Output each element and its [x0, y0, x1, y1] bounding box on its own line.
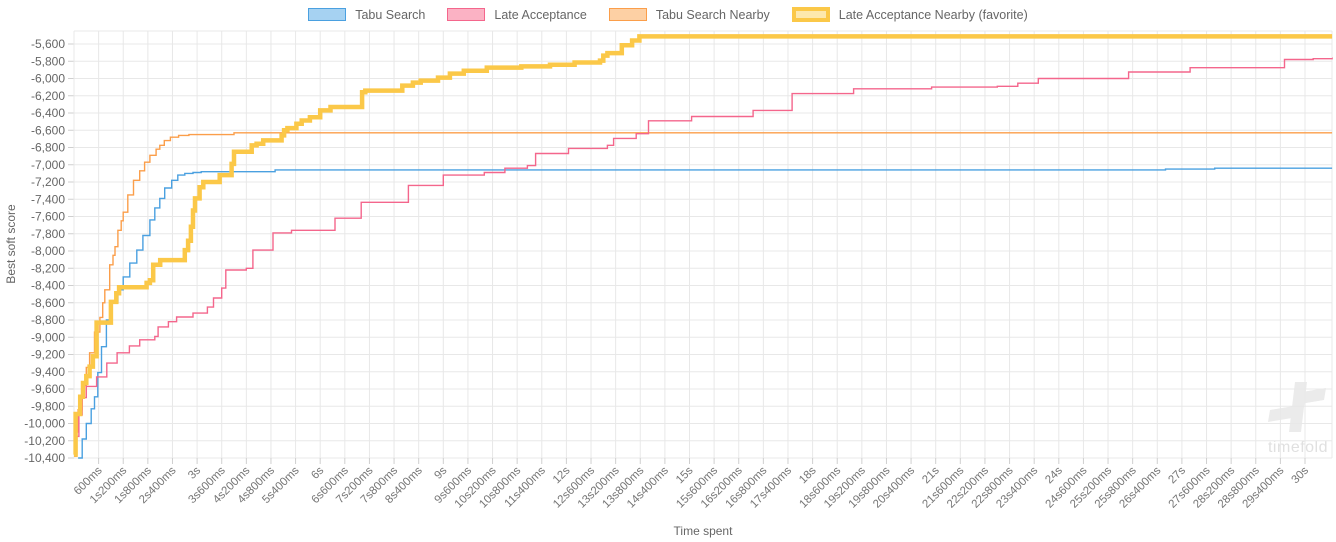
timefold-logo-icon — [1268, 382, 1326, 432]
y-tick-label: -5,800 — [31, 54, 65, 68]
legend-swatch-tabu-search-nearby — [608, 8, 647, 21]
x-axis-title: Time spent — [673, 524, 733, 538]
y-tick-label: -8,200 — [31, 261, 65, 275]
x-tick-label: 3s — [186, 464, 203, 481]
legend-item-late-acceptance-nearby-favorite[interactable]: Late Acceptance Nearby (favorite) — [791, 7, 1028, 22]
y-tick-label: -9,000 — [31, 330, 65, 344]
y-tick-label: -8,600 — [31, 296, 65, 310]
y-tick-label: -7,800 — [31, 227, 65, 241]
timefold-watermark: timefold — [1256, 382, 1336, 457]
legend-swatch-late-acceptance — [447, 8, 486, 21]
y-tick-label: -9,600 — [31, 382, 65, 396]
series-line-tabu-search — [78, 167, 1333, 459]
y-tick-label: -7,600 — [31, 210, 65, 224]
x-tick-label: 6s — [309, 464, 326, 481]
y-tick-label: -8,400 — [31, 279, 65, 293]
y-tick-label: -6,800 — [31, 141, 65, 155]
legend-label: Tabu Search — [355, 7, 426, 22]
legend-label: Late Acceptance Nearby (favorite) — [838, 7, 1028, 22]
x-tick-label: 9s — [432, 464, 449, 481]
legend-item-tabu-search-nearby[interactable]: Tabu Search Nearby — [608, 7, 770, 22]
y-tick-label: -6,000 — [31, 72, 65, 86]
chart-legend: Tabu Search Late Acceptance Tabu Search Ne… — [0, 7, 1336, 22]
y-tick-label: -9,800 — [31, 399, 65, 413]
legend-swatch-tabu-search — [308, 8, 347, 21]
y-tick-label: -7,000 — [31, 158, 65, 172]
legend-label: Tabu Search Nearby — [655, 7, 770, 22]
y-tick-label: -7,400 — [31, 192, 65, 206]
y-tick-label: -6,400 — [31, 106, 65, 120]
y-tick-label: -10,200 — [24, 434, 65, 448]
y-tick-label: -8,800 — [31, 313, 65, 327]
y-tick-label: -10,400 — [24, 451, 65, 465]
y-axis-title: Best soft score — [4, 204, 18, 284]
y-tick-label: -6,200 — [31, 89, 65, 103]
series-line-late-acceptance-nearby-favorite — [73, 34, 1333, 457]
legend-item-late-acceptance[interactable]: Late Acceptance — [447, 7, 587, 22]
legend-swatch-late-acceptance-nearby-favorite — [791, 7, 830, 22]
y-tick-label: -10,000 — [24, 417, 65, 431]
watermark-text: timefold — [1267, 439, 1329, 456]
legend-item-tabu-search[interactable]: Tabu Search — [308, 8, 425, 22]
series-line-late-acceptance — [74, 57, 1333, 457]
y-tick-label: -9,200 — [31, 348, 65, 362]
series-line-tabu-search-nearby — [74, 132, 1333, 457]
x-tick-label: 30s — [1290, 464, 1312, 486]
y-tick-label: -5,600 — [31, 37, 65, 51]
y-tick-label: -6,600 — [31, 123, 65, 137]
y-tick-label: -9,400 — [31, 365, 65, 379]
legend-label: Late Acceptance — [494, 7, 587, 22]
y-tick-label: -8,000 — [31, 244, 65, 258]
y-tick-label: -7,200 — [31, 175, 65, 189]
